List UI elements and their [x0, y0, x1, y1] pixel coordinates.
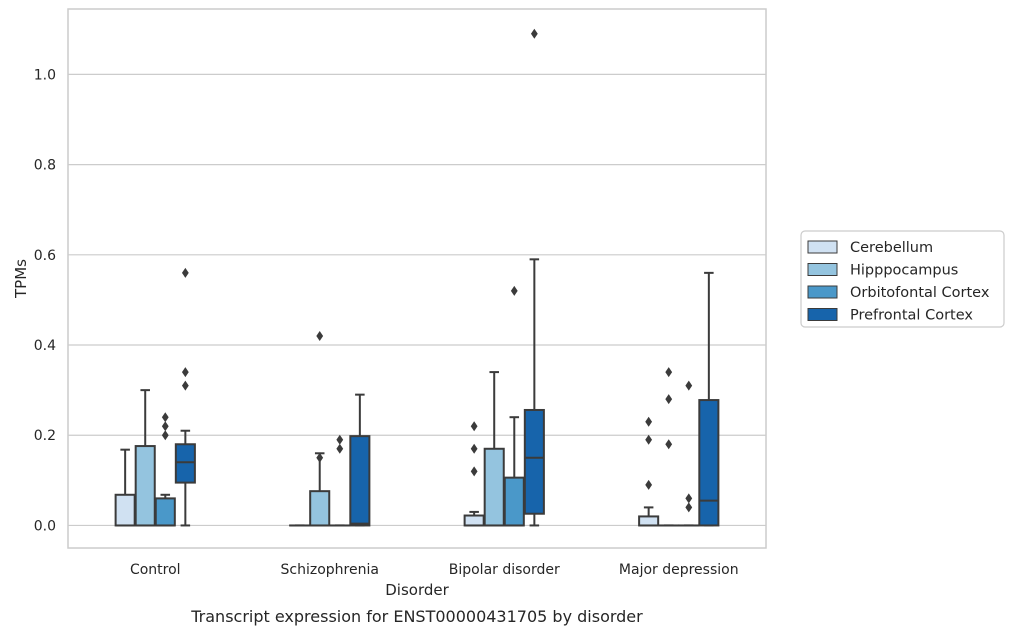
- legend-frame: [800, 230, 1005, 328]
- x-axis-label: Disorder: [385, 581, 449, 599]
- x-tick-label: Schizophrenia: [281, 562, 379, 578]
- outlier-point: [530, 28, 538, 39]
- outlier-point: [645, 434, 653, 445]
- outlier-point: [685, 493, 693, 504]
- box-plot: [134, 389, 156, 527]
- box-body: [463, 514, 485, 527]
- box-body: [523, 408, 545, 515]
- grid-lines: [68, 73, 766, 527]
- legend-swatch: [807, 240, 838, 254]
- box-plot: [309, 331, 331, 527]
- outlier-point: [685, 380, 693, 391]
- box-plot: [678, 380, 700, 527]
- box-plot: [698, 271, 720, 527]
- outlier-point: [685, 502, 693, 513]
- chart-caption: Transcript expression for ENST0000043170…: [190, 607, 643, 626]
- box-body: [309, 490, 331, 527]
- box-plot: [329, 434, 351, 527]
- outlier-point: [470, 421, 478, 432]
- outlier-point: [510, 285, 518, 296]
- outlier-point: [161, 430, 169, 441]
- box-body: [503, 476, 525, 527]
- outlier-point: [316, 452, 324, 463]
- y-tick-label: 0.2: [34, 428, 56, 444]
- outlier-point: [181, 380, 189, 391]
- legend-swatch: [807, 308, 838, 321]
- outlier-point: [336, 434, 344, 445]
- outlier-point: [181, 267, 189, 278]
- box-body: [698, 399, 720, 527]
- legend-label: Orbitofontal Cortex: [850, 285, 990, 301]
- outlier-point: [161, 412, 169, 423]
- box-body: [134, 445, 156, 527]
- box-body: [349, 435, 371, 527]
- box-plots: [114, 28, 720, 527]
- box-plot: [503, 285, 525, 527]
- outlier-point: [665, 394, 673, 405]
- box-plot: [483, 371, 505, 527]
- y-tick-label: 0.8: [34, 158, 56, 174]
- y-tick-label: 0.4: [34, 338, 56, 354]
- x-tick-label: Control: [130, 562, 181, 578]
- box-plot: [114, 448, 136, 527]
- box-plot: [154, 412, 176, 527]
- box-plot: [658, 367, 680, 527]
- box-body: [154, 497, 176, 527]
- legend-swatch: [807, 285, 838, 299]
- legend-label: Cerebellum: [850, 240, 933, 256]
- outlier-point: [645, 479, 653, 490]
- legend-swatch: [807, 263, 838, 276]
- outlier-point: [316, 331, 324, 342]
- box-body: [174, 443, 196, 484]
- outlier-point: [161, 421, 169, 432]
- box-plot: [523, 28, 545, 527]
- x-tick-label: Bipolar disorder: [449, 562, 560, 578]
- y-ticks: 0.0 0.2 0.4 0.6 0.8 1.0: [34, 67, 56, 534]
- outlier-point: [665, 367, 673, 378]
- x-tick-label: Major depression: [619, 562, 739, 578]
- outlier-point: [665, 439, 673, 450]
- legend-label: Hipppocampus: [850, 263, 958, 279]
- x-ticks: Control Schizophrenia Bipolar disorder Majo…: [130, 562, 739, 578]
- box-body: [114, 493, 136, 527]
- outlier-point: [645, 416, 653, 427]
- legend: Cerebellum Hipppocampus Orbitofontal Corte…: [800, 230, 1005, 328]
- plot-frame: [67, 8, 767, 549]
- box-plot: [349, 393, 371, 527]
- y-axis-label: TPMs: [12, 259, 30, 299]
- legend-label: Prefrontal Cortex: [850, 308, 973, 324]
- outlier-point: [181, 367, 189, 378]
- y-tick-label: 1.0: [34, 67, 56, 83]
- y-tick-label: 0.0: [34, 518, 56, 534]
- box-body: [638, 515, 660, 527]
- y-tick-label: 0.6: [34, 248, 56, 264]
- outlier-point: [336, 443, 344, 454]
- box-plot: [174, 267, 196, 527]
- box-plot: [463, 421, 485, 527]
- outlier-point: [470, 466, 478, 477]
- box-body: [483, 447, 505, 527]
- outlier-point: [470, 443, 478, 454]
- box-plot: [638, 416, 660, 527]
